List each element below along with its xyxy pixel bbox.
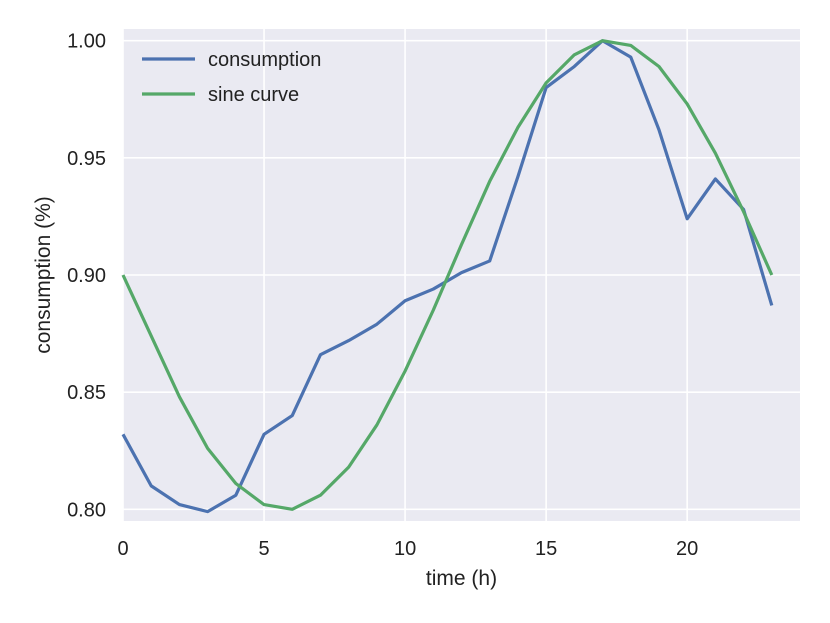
x-tick-label: 20 xyxy=(676,538,698,560)
legend-label-consumption: consumption xyxy=(208,49,321,71)
y-tick-label: 0.95 xyxy=(67,148,106,170)
legend: consumption sine curve xyxy=(142,49,321,106)
y-tick-label: 0.90 xyxy=(67,265,106,287)
series-layer xyxy=(121,39,774,514)
x-tick-label: 0 xyxy=(117,538,128,560)
y-tick-label: 0.85 xyxy=(67,382,106,404)
tick-labels: 0 5 10 15 20 0.80 0.85 0.90 0.95 1.00 xyxy=(67,31,698,560)
y-axis-label: consumption (%) xyxy=(32,196,55,354)
y-tick-label: 1.00 xyxy=(67,31,106,53)
x-tick-label: 15 xyxy=(535,538,557,560)
x-axis-label: time (h) xyxy=(426,567,497,590)
grid xyxy=(122,29,800,521)
series-line-sine-curve xyxy=(121,39,774,511)
x-tick-label: 10 xyxy=(394,538,416,560)
y-tick-label: 0.80 xyxy=(67,499,106,521)
x-tick-label: 5 xyxy=(258,538,269,560)
legend-label-sine-curve: sine curve xyxy=(208,84,299,106)
